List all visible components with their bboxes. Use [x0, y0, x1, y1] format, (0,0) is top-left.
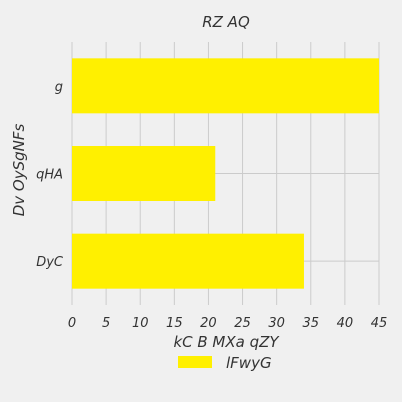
y-tick-label: g: [55, 80, 63, 95]
x-tick-label: 40: [337, 316, 354, 331]
x-tick-label: 20: [200, 316, 217, 331]
x-tick-label: 35: [303, 316, 320, 331]
y-axis-label: Dv OySgNFs: [10, 124, 28, 217]
y-tick-label: DyC: [36, 255, 64, 270]
x-axis-label: kC B MXa qZY: [173, 333, 280, 351]
x-tick-label: 15: [166, 316, 183, 331]
x-tick-label: 5: [102, 316, 110, 331]
x-tick-label: 0: [68, 316, 76, 331]
legend: lFwyG: [178, 354, 272, 372]
x-tick-label: 45: [371, 316, 388, 331]
legend-swatch: [178, 356, 212, 368]
bar: [72, 233, 304, 289]
chart-title: RZ AQ: [202, 13, 250, 31]
x-tick-label: 10: [132, 316, 149, 331]
y-tick-labels: DyC qHA g: [36, 80, 64, 270]
y-tick-label: qHA: [36, 168, 63, 183]
x-tick-labels: 0 5 10 15 20 25 30 35 40 45: [68, 316, 387, 331]
bar-series: [72, 58, 379, 289]
bar: [72, 146, 216, 201]
x-tick-label: 25: [234, 316, 251, 331]
bar: [72, 58, 379, 114]
legend-label: lFwyG: [226, 354, 272, 372]
x-tick-label: 30: [268, 316, 285, 331]
